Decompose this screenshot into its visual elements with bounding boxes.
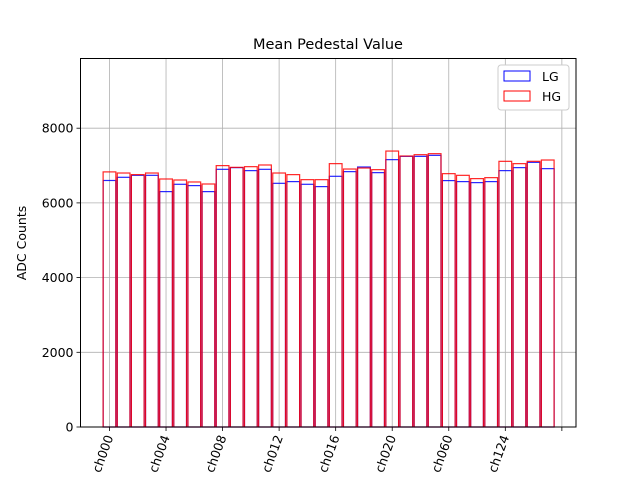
y-axis-label: ADC Counts bbox=[14, 206, 29, 281]
bar-lg bbox=[427, 154, 442, 428]
y-tick-label: 6000 bbox=[42, 195, 74, 210]
bar-lg bbox=[201, 191, 216, 428]
bar-hg bbox=[300, 179, 315, 428]
bar-lg bbox=[187, 185, 202, 428]
plot-frame bbox=[80, 58, 577, 428]
x-tick-label: ch004 bbox=[146, 433, 173, 474]
bar-lg bbox=[130, 174, 145, 428]
bar-hg bbox=[201, 183, 216, 428]
bar-lg bbox=[144, 174, 159, 428]
bar-lg bbox=[342, 171, 357, 428]
x-tick-label: ch008 bbox=[202, 433, 229, 474]
x-axis: ch000 ch004 ch008 ch012 ch016 ch020 ch060 ch124 bbox=[89, 427, 563, 474]
bar-hg bbox=[455, 174, 470, 428]
bar-lg bbox=[455, 181, 470, 428]
y-tick-label: 2000 bbox=[42, 345, 74, 360]
y-tick-label: 8000 bbox=[42, 121, 74, 136]
bar-hg bbox=[187, 181, 202, 428]
x-tick-label: ch012 bbox=[259, 433, 286, 474]
bar-hg bbox=[356, 167, 371, 428]
bar-hg bbox=[470, 178, 485, 428]
bar-lg bbox=[470, 182, 485, 428]
bar-lg bbox=[116, 176, 131, 428]
bar-hg bbox=[314, 179, 329, 428]
legend-label-hg: HG bbox=[542, 89, 561, 104]
bar-hg bbox=[144, 172, 159, 428]
x-tick-label: ch016 bbox=[315, 433, 342, 474]
legend-swatch-lg bbox=[503, 70, 531, 82]
x-tick-label: ch124 bbox=[485, 433, 512, 474]
x-tick-label: ch020 bbox=[372, 433, 399, 474]
bar-lg bbox=[512, 167, 527, 428]
x-tick-label: ch000 bbox=[89, 433, 116, 474]
legend-swatch-hg bbox=[503, 90, 531, 102]
bar-hg bbox=[229, 166, 244, 428]
bar-hg bbox=[342, 168, 357, 428]
bar-lg bbox=[356, 166, 371, 428]
bar-hg bbox=[427, 153, 442, 428]
bar-hg bbox=[540, 159, 555, 428]
bar-lg bbox=[413, 155, 428, 428]
bar-hg bbox=[399, 155, 414, 428]
y-tick-label: 0 bbox=[66, 420, 74, 435]
bar-hg bbox=[286, 174, 301, 428]
bar-lg bbox=[258, 168, 272, 428]
bar-lg bbox=[173, 183, 188, 428]
bar-hg bbox=[130, 174, 145, 428]
bar-lg bbox=[286, 181, 301, 428]
legend: LG HG bbox=[497, 64, 570, 111]
bar-lg bbox=[540, 168, 555, 428]
bar-hg bbox=[526, 160, 541, 428]
bar-lg bbox=[243, 170, 258, 428]
bar-hg bbox=[173, 179, 188, 428]
bar-lg bbox=[300, 183, 315, 428]
bar-lg bbox=[229, 167, 244, 428]
x-tick-label: ch060 bbox=[428, 433, 455, 474]
y-tick-label: 4000 bbox=[42, 270, 74, 285]
bar-lg bbox=[399, 155, 414, 428]
bars bbox=[102, 150, 555, 428]
legend-label-lg: LG bbox=[542, 69, 559, 84]
bar-hg bbox=[258, 164, 272, 428]
bar-hg bbox=[484, 177, 499, 428]
bar-hg bbox=[243, 166, 258, 428]
bar-lg bbox=[484, 181, 499, 428]
bar-hg bbox=[116, 172, 131, 428]
legend-box bbox=[497, 64, 570, 111]
bar-lg bbox=[526, 161, 541, 428]
bar-lg bbox=[314, 186, 329, 428]
bar-hg bbox=[413, 154, 428, 428]
y-axis: 0 2000 4000 6000 8000 bbox=[42, 121, 81, 435]
bar-lg bbox=[371, 172, 386, 428]
chart-title: Mean Pedestal Value bbox=[253, 37, 403, 53]
bar-hg bbox=[371, 169, 386, 428]
